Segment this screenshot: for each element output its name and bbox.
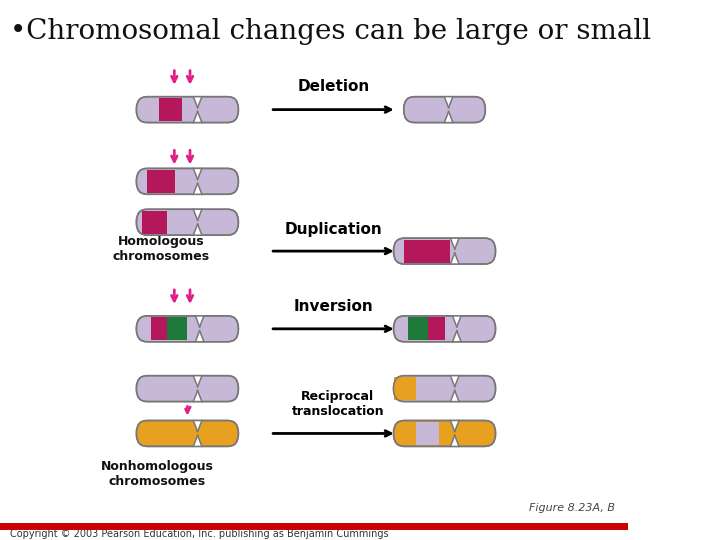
FancyBboxPatch shape bbox=[136, 168, 238, 194]
Polygon shape bbox=[193, 376, 202, 387]
Polygon shape bbox=[193, 390, 202, 402]
Bar bbox=[416, 422, 439, 445]
Text: Reciprocal
translocation: Reciprocal translocation bbox=[292, 389, 384, 417]
Polygon shape bbox=[193, 183, 202, 194]
Bar bbox=[159, 98, 182, 121]
Polygon shape bbox=[451, 253, 459, 264]
Polygon shape bbox=[193, 421, 202, 431]
FancyBboxPatch shape bbox=[136, 376, 238, 402]
Polygon shape bbox=[451, 238, 459, 249]
Polygon shape bbox=[452, 331, 461, 342]
Polygon shape bbox=[452, 316, 461, 327]
FancyBboxPatch shape bbox=[404, 97, 485, 123]
FancyBboxPatch shape bbox=[136, 97, 238, 123]
Text: •Chromosomal changes can be large or small: •Chromosomal changes can be large or sma… bbox=[11, 18, 652, 45]
Polygon shape bbox=[193, 112, 202, 123]
Bar bbox=[167, 318, 187, 340]
Text: Homologous
chromosomes: Homologous chromosomes bbox=[113, 235, 210, 263]
Bar bbox=[147, 170, 175, 193]
Bar bbox=[404, 240, 449, 262]
Text: Nonhomologous
chromosomes: Nonhomologous chromosomes bbox=[101, 461, 213, 488]
FancyBboxPatch shape bbox=[394, 238, 495, 264]
FancyBboxPatch shape bbox=[136, 316, 238, 342]
Polygon shape bbox=[444, 97, 453, 107]
Polygon shape bbox=[451, 435, 459, 447]
Polygon shape bbox=[195, 331, 204, 342]
Polygon shape bbox=[444, 112, 453, 123]
Text: Duplication: Duplication bbox=[284, 222, 382, 237]
Polygon shape bbox=[193, 224, 202, 235]
Bar bbox=[150, 318, 167, 340]
Bar bbox=[408, 318, 428, 340]
Bar bbox=[142, 211, 167, 234]
Text: Inversion: Inversion bbox=[294, 299, 373, 314]
Polygon shape bbox=[193, 97, 202, 107]
FancyBboxPatch shape bbox=[136, 421, 238, 447]
Polygon shape bbox=[451, 390, 459, 402]
Polygon shape bbox=[193, 210, 202, 220]
Polygon shape bbox=[451, 421, 459, 431]
Polygon shape bbox=[195, 316, 204, 327]
Bar bbox=[394, 377, 416, 400]
Polygon shape bbox=[193, 168, 202, 179]
FancyBboxPatch shape bbox=[394, 376, 495, 402]
Polygon shape bbox=[193, 435, 202, 447]
FancyBboxPatch shape bbox=[394, 421, 495, 447]
Bar bbox=[428, 318, 444, 340]
FancyBboxPatch shape bbox=[394, 316, 495, 342]
Text: Figure 8.23A, B: Figure 8.23A, B bbox=[528, 503, 614, 513]
FancyBboxPatch shape bbox=[136, 210, 238, 235]
Text: Copyright © 2003 Pearson Education, Inc. publishing as Benjamin Cummings: Copyright © 2003 Pearson Education, Inc.… bbox=[11, 529, 389, 539]
Text: Deletion: Deletion bbox=[297, 79, 369, 94]
Polygon shape bbox=[451, 376, 459, 387]
